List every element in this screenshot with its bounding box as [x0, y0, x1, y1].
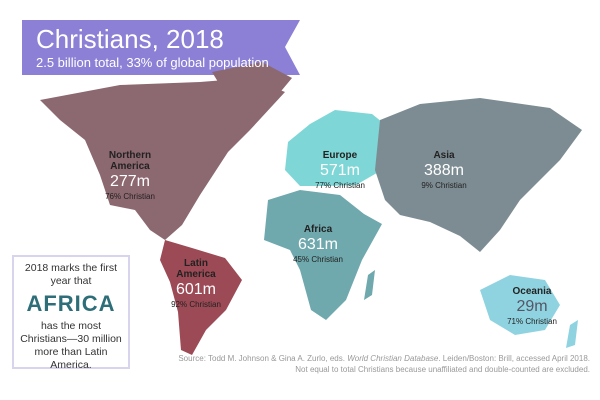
region-name: Northern America [108, 150, 152, 172]
africa-shape [264, 190, 382, 320]
region-count: 277m [109, 173, 151, 190]
region-share: 92% Christian [171, 299, 221, 309]
region-name: Latin America [176, 258, 216, 280]
region-count: 388m [423, 162, 465, 179]
oceania-shape [480, 275, 578, 348]
region-share: 9% Christian [421, 180, 467, 190]
northern-america-shape [40, 62, 292, 240]
banner [22, 20, 300, 75]
source: Source: Todd M. Johnson & Gina A. Zurlo,… [170, 354, 590, 376]
source-line: Source: Todd M. Johnson & Gina A. Zurlo,… [170, 354, 590, 365]
europe-shape [285, 110, 392, 186]
region-label: Europe 571m 77% Christian [300, 150, 380, 190]
region-name: Oceania [512, 286, 552, 297]
region-share: 71% Christian [507, 316, 557, 326]
region-label: Latin America 601m 92% Christian [169, 258, 224, 309]
callout-highlight: AFRICA [26, 291, 116, 317]
region-name: Asia [433, 150, 455, 161]
source-title: World Christian Database [347, 354, 439, 363]
title: Christians, 2018 [36, 24, 224, 54]
region-share: 77% Christian [315, 180, 365, 190]
region-name: Europe [322, 150, 358, 161]
asia-shape [375, 98, 582, 252]
source-text: . Leiden/Boston: Brill, accessed April 2… [438, 354, 590, 363]
callout: 2018 marks the first year that AFRICA ha… [12, 255, 130, 371]
region-count: 631m [297, 236, 339, 253]
source-note: Not equal to total Christians because un… [295, 364, 590, 374]
callout-body: has the most Christians—30 million more … [20, 319, 122, 372]
region-count: 29m [516, 298, 548, 315]
region-count: 571m [319, 162, 361, 179]
region-label: Asia 388m 9% Christian [404, 150, 484, 190]
callout-lead: 2018 marks the first year that [24, 262, 118, 288]
region-share: 76% Christian [105, 191, 155, 201]
source-text: Source: Todd M. Johnson & Gina A. Zurlo,… [178, 354, 345, 363]
latin-america-shape [160, 240, 242, 355]
region-share: 45% Christian [293, 254, 343, 264]
subtitle: 2.5 billion total, 33% of global populat… [36, 55, 269, 70]
region-label: Africa 631m 45% Christian [278, 224, 358, 264]
region-name: Africa [303, 224, 333, 235]
region-label: Oceania 29m 71% Christian [492, 286, 572, 326]
region-count: 601m [175, 281, 217, 298]
region-label: Northern America 277m 76% Christian [90, 150, 170, 201]
